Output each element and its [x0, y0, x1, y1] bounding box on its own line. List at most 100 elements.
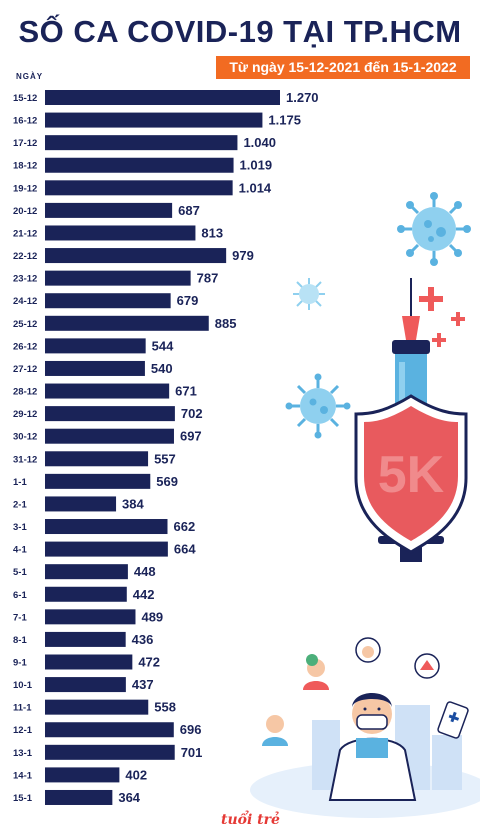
bar [45, 270, 191, 286]
bar [45, 767, 120, 783]
bar [45, 112, 263, 128]
bar [45, 90, 280, 105]
value-label: 664 [174, 542, 196, 557]
chart-title: SỐ CA COVID-19 TẠI TP.HCM [18, 14, 462, 49]
value-label: 540 [151, 361, 173, 376]
category-label: 23-12 [13, 274, 37, 285]
bar [45, 541, 168, 557]
value-label: 544 [152, 338, 174, 353]
bar [45, 631, 126, 647]
category-label: 10-1 [13, 680, 33, 691]
value-label: 662 [173, 519, 195, 534]
value-label: 1.270 [286, 90, 319, 105]
bar [45, 360, 145, 376]
category-label: 8-1 [13, 635, 27, 646]
category-label: 21-12 [13, 228, 37, 239]
category-label: 12-1 [13, 725, 33, 736]
category-label: 1-1 [13, 477, 27, 488]
category-label: 13-1 [13, 748, 33, 759]
bar [45, 654, 133, 670]
category-label: 3-1 [13, 522, 27, 533]
value-label: 1.019 [240, 158, 273, 173]
value-label: 679 [177, 293, 199, 308]
category-label: 25-12 [13, 319, 37, 330]
bar [45, 722, 174, 738]
value-label: 979 [232, 248, 254, 263]
category-label: 26-12 [13, 341, 37, 352]
category-label: 6-1 [13, 590, 27, 601]
bar [45, 609, 136, 625]
value-label: 696 [180, 722, 202, 737]
shield-text: 5K [378, 446, 445, 504]
bar [45, 586, 127, 602]
bar [45, 564, 128, 580]
value-label: 671 [175, 384, 197, 399]
value-label: 402 [125, 767, 147, 782]
category-label: 17-12 [13, 138, 37, 149]
value-label: 1.014 [239, 180, 272, 195]
value-label: 697 [180, 429, 202, 444]
category-label: 5-1 [13, 567, 27, 578]
category-label: 4-1 [13, 545, 27, 556]
category-label: 11-1 [13, 703, 32, 714]
y-axis-label: NGÀY [16, 72, 44, 81]
value-label: 436 [132, 632, 154, 647]
value-label: 687 [178, 203, 200, 218]
bar [45, 519, 168, 535]
category-label: 18-12 [13, 161, 37, 172]
bar [45, 338, 146, 354]
category-label: 2-1 [13, 499, 27, 510]
category-label: 29-12 [13, 409, 37, 420]
bar [45, 157, 234, 173]
bar [45, 293, 171, 309]
bar [45, 496, 117, 512]
category-label: 16-12 [13, 116, 37, 127]
value-label: 813 [201, 225, 223, 240]
bar [45, 315, 209, 331]
category-label: 27-12 [13, 364, 37, 375]
category-label: 30-12 [13, 432, 37, 443]
value-label: 442 [133, 587, 155, 602]
bar [45, 699, 149, 715]
virus-icon [397, 192, 471, 266]
value-label: 472 [138, 655, 160, 670]
value-label: 1.040 [243, 135, 276, 150]
value-label: 787 [197, 271, 219, 286]
value-label: 364 [118, 790, 140, 805]
bar [45, 406, 175, 422]
value-label: 569 [156, 474, 178, 489]
value-label: 1.175 [268, 113, 301, 128]
bar [45, 180, 233, 196]
value-label: 701 [181, 745, 203, 760]
shield-5k-icon: 5K [354, 394, 468, 554]
category-label: 20-12 [13, 206, 37, 217]
category-label: 19-12 [13, 183, 37, 194]
publisher-logo: tuổi trẻ [221, 812, 280, 828]
doctor-illustration [250, 637, 480, 818]
virus-icon-small [293, 278, 325, 310]
value-label: 885 [215, 316, 237, 331]
bar [45, 225, 196, 241]
category-label: 24-12 [13, 296, 37, 307]
category-label: 7-1 [13, 612, 27, 623]
bar [45, 677, 126, 693]
category-label: 9-1 [13, 658, 27, 669]
value-label: 384 [122, 496, 144, 511]
bar [45, 135, 238, 151]
bar [45, 744, 175, 760]
category-label: 31-12 [13, 454, 37, 465]
bar [45, 451, 149, 467]
value-label: 437 [132, 677, 154, 692]
category-label: 15-1 [13, 793, 33, 804]
bar [45, 202, 173, 218]
value-label: 489 [141, 609, 163, 624]
value-label: 448 [134, 564, 156, 579]
chart-subtitle: Từ ngày 15-12-2021 đến 15-1-2022 [216, 56, 470, 79]
virus-icon-mid [285, 373, 351, 439]
category-label: 22-12 [13, 251, 37, 262]
bar [45, 428, 174, 444]
bar [45, 383, 170, 399]
bar [45, 248, 227, 264]
bar [45, 473, 151, 489]
